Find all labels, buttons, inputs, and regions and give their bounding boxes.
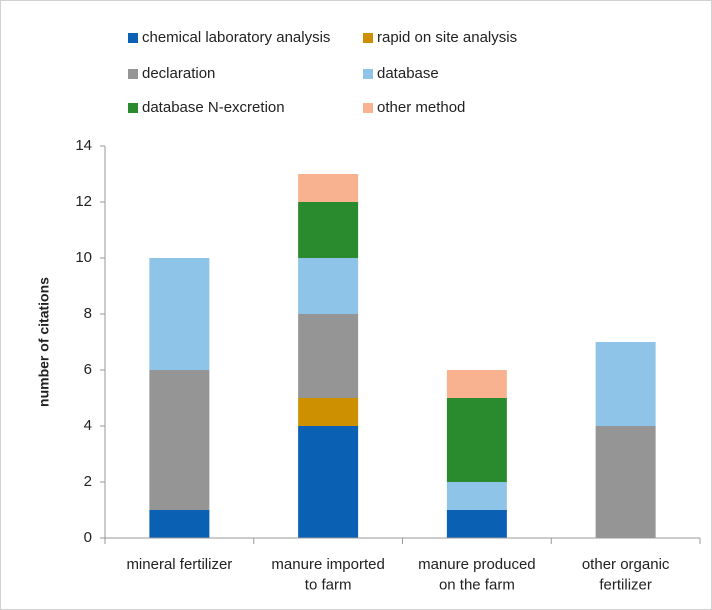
bar-segment	[298, 258, 359, 314]
legend-swatch	[363, 69, 373, 79]
legend-swatch	[128, 69, 138, 79]
y-tick-label: 0	[84, 529, 92, 546]
y-axis-label: number of citations	[36, 277, 52, 407]
bar-segment	[298, 314, 359, 398]
legend-label: database N-excretion	[142, 99, 285, 116]
bar-segment	[298, 426, 359, 538]
y-tick-label: 2	[84, 473, 92, 490]
legend-label: other method	[377, 99, 465, 116]
bar-segment	[149, 258, 210, 370]
legend-swatch	[128, 103, 138, 113]
y-tick-label: 4	[84, 417, 92, 434]
y-tick-label: 12	[75, 193, 92, 210]
legend-label: rapid on site analysis	[377, 29, 517, 46]
legend-swatch	[363, 103, 373, 113]
y-tick-label: 6	[84, 361, 92, 378]
bar-segment	[298, 398, 359, 426]
bar-segment	[446, 370, 507, 398]
bar-segment	[298, 174, 359, 202]
bar-segment	[298, 202, 359, 258]
x-tick-label: manure imported to farm	[271, 556, 384, 593]
bar-segment	[595, 342, 656, 426]
x-tick-label: manure produced on the farm	[418, 556, 536, 593]
legend-label: declaration	[142, 65, 215, 82]
y-tick-label: 14	[75, 137, 92, 154]
legend-label: chemical laboratory analysis	[142, 29, 330, 46]
bar-segment	[149, 370, 210, 510]
y-tick-label: 8	[84, 305, 92, 322]
y-tick-label: 10	[75, 249, 92, 266]
x-tick-label: mineral fertilizer	[126, 556, 232, 573]
bar-segment	[446, 398, 507, 482]
x-tick-label: other organic fertilizer	[582, 556, 670, 593]
bar-segment	[446, 482, 507, 510]
legend-label: database	[377, 65, 439, 82]
bar-segment	[149, 510, 210, 538]
bar-segment	[446, 510, 507, 538]
legend-swatch	[363, 33, 373, 43]
bar-segment	[595, 426, 656, 538]
legend-swatch	[128, 33, 138, 43]
